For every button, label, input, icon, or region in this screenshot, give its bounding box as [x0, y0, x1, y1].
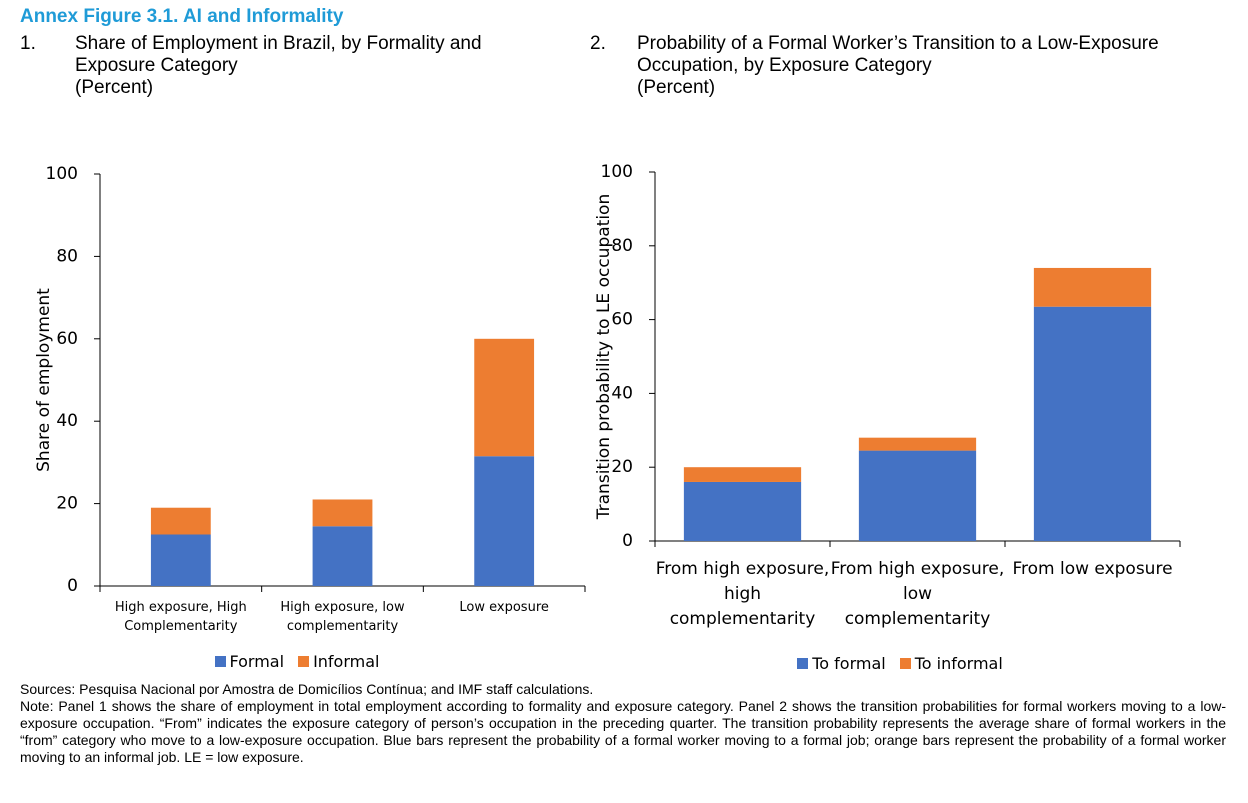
figure-title: Annex Figure 3.1. AI and Informality — [20, 6, 344, 27]
legend-item: Formal — [214, 652, 285, 671]
legend-label: Formal — [229, 652, 285, 671]
y-tick-label: 40 — [611, 383, 633, 403]
y-axis-label: Share of employment — [34, 288, 54, 472]
bar-segment — [683, 481, 802, 541]
legend: Formal Informal — [97, 652, 497, 671]
x-tick-label: High exposure, low complementarity — [280, 600, 405, 634]
legend-swatch — [298, 656, 310, 667]
y-tick-label: 80 — [56, 246, 78, 266]
bar-segment — [858, 450, 977, 541]
x-tick-label: From low exposure — [1012, 559, 1173, 579]
legend-item: To informal — [899, 654, 1003, 673]
bar-segment — [474, 456, 535, 586]
y-tick-label: 100 — [46, 164, 78, 184]
x-tick-label: From high exposure, low complementarity — [830, 559, 1005, 629]
legend-item: Informal — [298, 652, 379, 671]
panel-title: Probability of a Formal Worker’s Transit… — [637, 33, 1159, 76]
y-tick-label: 100 — [601, 162, 633, 182]
y-tick-label: 40 — [56, 411, 78, 431]
sources: Sources: Pesquisa Nacional por Amostra d… — [20, 681, 594, 697]
legend-item: To formal — [797, 654, 886, 673]
bar-segment — [1033, 306, 1152, 541]
bar-segment — [858, 437, 977, 451]
legend-swatch — [899, 658, 911, 669]
bar-segment — [312, 526, 373, 586]
panel-number: 2. — [590, 33, 606, 54]
legend: To formal To informal — [700, 654, 1100, 673]
y-tick-label: 0 — [67, 576, 78, 596]
y-tick-label: 20 — [56, 494, 78, 514]
note: Note: Panel 1 shows the share of employm… — [20, 698, 1226, 765]
legend-swatch — [214, 656, 226, 667]
bar-segment — [150, 534, 211, 586]
legend-label: To informal — [914, 654, 1003, 673]
y-tick-label: 80 — [611, 236, 633, 256]
panel-title-box: Probability of a Formal Worker’s Transit… — [637, 33, 1197, 99]
bar-segment — [1033, 267, 1152, 307]
x-tick-label: Low exposure — [459, 600, 549, 615]
panel-title-box: Share of Employment in Brazil, by Formal… — [75, 33, 545, 99]
panel-subtitle: (Percent) — [637, 77, 716, 98]
y-tick-label: 20 — [611, 457, 633, 477]
legend-swatch — [797, 658, 809, 669]
bar-segment — [683, 467, 802, 482]
bar-segment — [150, 507, 211, 535]
legend-label: Informal — [313, 652, 380, 671]
y-tick-label: 60 — [611, 310, 633, 330]
panel-title: Share of Employment in Brazil, by Formal… — [75, 33, 482, 76]
bar-segment — [312, 499, 373, 527]
x-tick-label: From high exposure, high complementarity — [655, 559, 830, 629]
y-axis-label: Transition probability to LE occupation — [594, 194, 614, 520]
panel-number: 1. — [20, 33, 36, 54]
panel-subtitle: (Percent) — [75, 77, 154, 98]
bar-segment — [474, 338, 535, 457]
x-tick-label: High exposure, High Complementarity — [114, 600, 247, 634]
legend-label: To formal — [812, 654, 886, 673]
y-tick-label: 60 — [56, 329, 78, 349]
y-tick-label: 0 — [622, 531, 633, 551]
